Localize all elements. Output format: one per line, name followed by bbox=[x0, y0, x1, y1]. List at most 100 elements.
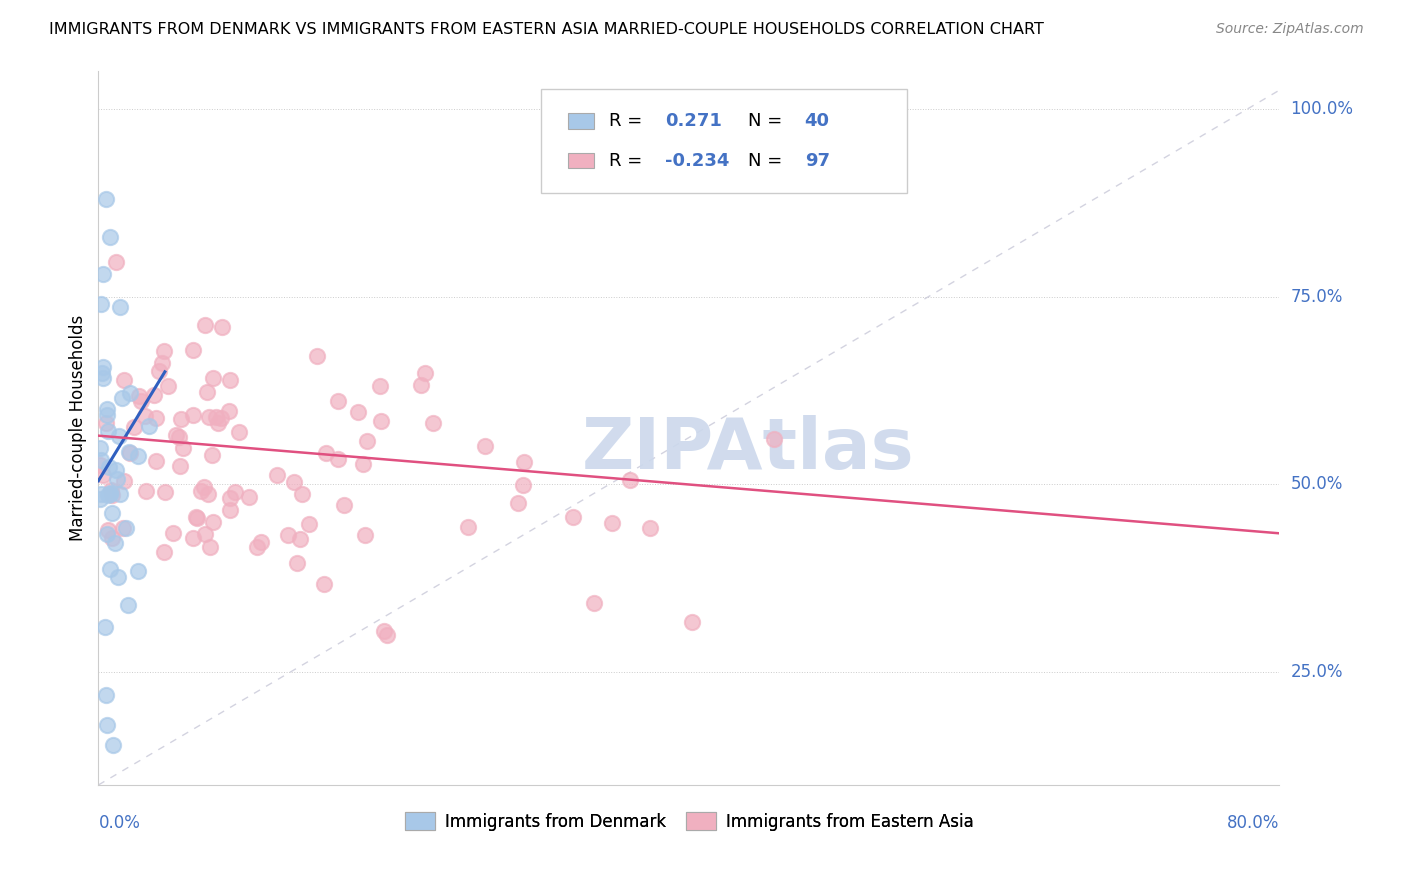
Y-axis label: Married-couple Households: Married-couple Households bbox=[69, 315, 87, 541]
Point bbox=[186, 511, 208, 525]
Text: 100.0%: 100.0% bbox=[1291, 100, 1354, 118]
Point bbox=[218, 491, 240, 506]
Point bbox=[153, 484, 176, 499]
Point bbox=[89, 492, 111, 507]
Point bbox=[107, 570, 129, 584]
Point bbox=[120, 446, 142, 460]
Point bbox=[228, 425, 250, 440]
Point bbox=[100, 506, 122, 520]
Point bbox=[96, 718, 118, 732]
Point bbox=[373, 624, 395, 639]
FancyBboxPatch shape bbox=[568, 113, 595, 129]
Point bbox=[127, 449, 149, 463]
Point bbox=[101, 487, 124, 501]
Point bbox=[170, 412, 193, 426]
Point bbox=[291, 487, 314, 501]
Point bbox=[238, 490, 260, 504]
Point bbox=[197, 487, 219, 501]
Text: 25.0%: 25.0% bbox=[1291, 664, 1343, 681]
Point bbox=[457, 520, 479, 534]
Point bbox=[583, 597, 606, 611]
Point bbox=[91, 371, 114, 385]
Point bbox=[128, 389, 150, 403]
Point bbox=[224, 484, 246, 499]
Point bbox=[172, 441, 194, 455]
Point bbox=[105, 472, 128, 486]
Point bbox=[218, 404, 240, 418]
Point bbox=[474, 439, 496, 453]
Point bbox=[94, 416, 117, 430]
Point bbox=[312, 576, 335, 591]
Point bbox=[142, 388, 165, 402]
Point bbox=[190, 483, 212, 498]
Point bbox=[169, 459, 191, 474]
Point bbox=[98, 485, 121, 500]
Point bbox=[165, 428, 187, 442]
Point bbox=[287, 556, 309, 570]
Point bbox=[114, 373, 136, 387]
Point bbox=[134, 409, 156, 423]
Point bbox=[246, 541, 269, 555]
Point bbox=[112, 474, 135, 488]
Point bbox=[181, 343, 204, 357]
Point bbox=[104, 536, 127, 550]
Point bbox=[198, 541, 221, 555]
Point bbox=[681, 615, 703, 630]
Point bbox=[111, 391, 134, 405]
Point bbox=[184, 509, 207, 524]
Point bbox=[96, 401, 118, 416]
Point bbox=[370, 414, 392, 428]
Point bbox=[120, 385, 142, 400]
Point bbox=[194, 527, 217, 541]
Point bbox=[250, 535, 273, 549]
Point bbox=[98, 460, 121, 475]
Point bbox=[193, 480, 215, 494]
Text: 40: 40 bbox=[804, 112, 830, 130]
Point bbox=[150, 356, 173, 370]
Point bbox=[153, 545, 176, 559]
Text: Source: ZipAtlas.com: Source: ZipAtlas.com bbox=[1216, 22, 1364, 37]
Point bbox=[375, 628, 398, 642]
Point bbox=[94, 620, 117, 634]
Point bbox=[108, 300, 131, 314]
Point bbox=[91, 468, 114, 483]
Point bbox=[218, 502, 240, 516]
Point bbox=[167, 430, 190, 444]
Point bbox=[94, 192, 117, 206]
Point bbox=[122, 419, 145, 434]
Point bbox=[277, 528, 299, 542]
Point bbox=[561, 509, 583, 524]
Text: R =: R = bbox=[609, 112, 643, 130]
Point bbox=[135, 483, 157, 498]
Point bbox=[98, 229, 121, 244]
Point bbox=[97, 424, 120, 438]
Point bbox=[352, 457, 374, 471]
Point bbox=[94, 688, 117, 702]
Point bbox=[97, 523, 120, 537]
Legend: Immigrants from Denmark, Immigrants from Eastern Asia: Immigrants from Denmark, Immigrants from… bbox=[398, 805, 980, 838]
Point bbox=[763, 432, 786, 446]
Point bbox=[195, 384, 218, 399]
Point bbox=[207, 417, 229, 431]
Point bbox=[183, 531, 205, 545]
Point bbox=[409, 378, 432, 392]
Point bbox=[105, 463, 128, 477]
Point bbox=[506, 496, 529, 510]
Point bbox=[326, 394, 349, 409]
Point bbox=[98, 562, 121, 576]
Text: -0.234: -0.234 bbox=[665, 152, 730, 169]
Point bbox=[96, 409, 118, 423]
Point bbox=[153, 343, 176, 358]
Text: 75.0%: 75.0% bbox=[1291, 288, 1343, 306]
Text: 97: 97 bbox=[804, 152, 830, 169]
Text: 0.0%: 0.0% bbox=[98, 814, 141, 831]
Point bbox=[108, 486, 131, 500]
Point bbox=[145, 410, 167, 425]
Point bbox=[619, 473, 641, 487]
Text: N =: N = bbox=[748, 112, 782, 130]
Point bbox=[138, 418, 160, 433]
Point bbox=[219, 373, 242, 387]
Point bbox=[602, 516, 624, 530]
Point bbox=[100, 532, 122, 546]
Point bbox=[183, 409, 205, 423]
